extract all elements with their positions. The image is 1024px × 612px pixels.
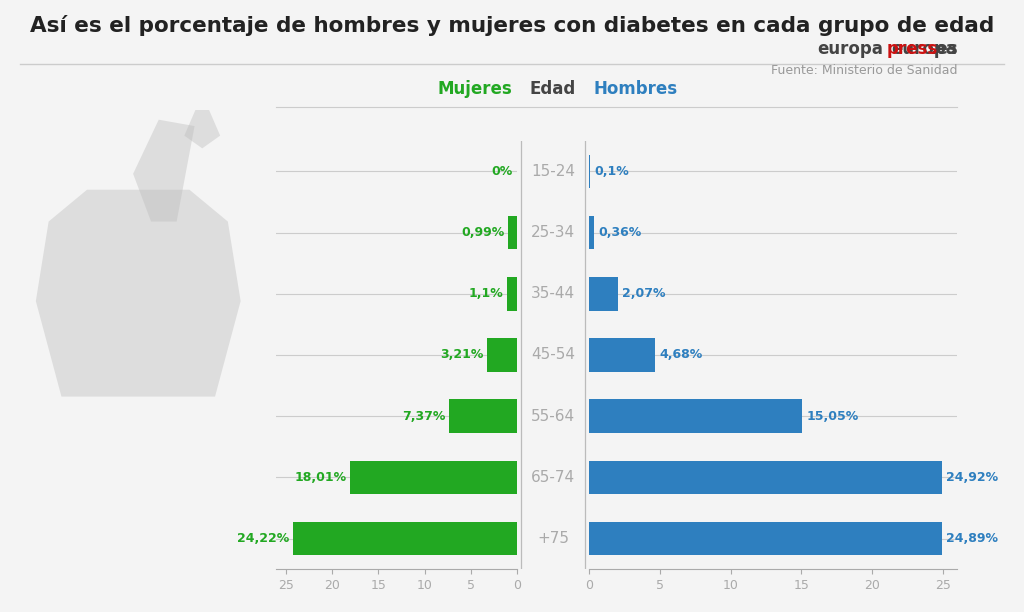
Bar — [508, 216, 517, 250]
Bar — [589, 400, 802, 433]
Text: Fuente: Ministerio de Sanidad: Fuente: Ministerio de Sanidad — [771, 64, 957, 77]
Text: 24,92%: 24,92% — [946, 471, 998, 484]
Bar — [589, 460, 942, 494]
Text: 45-54: 45-54 — [531, 348, 574, 362]
Bar — [507, 277, 517, 311]
Text: 7,37%: 7,37% — [401, 409, 445, 423]
Bar — [589, 155, 590, 188]
Text: 0,99%: 0,99% — [461, 226, 504, 239]
Text: 24,22%: 24,22% — [237, 532, 289, 545]
Text: Edad: Edad — [529, 80, 577, 98]
Polygon shape — [36, 190, 241, 397]
Text: 55-64: 55-64 — [530, 409, 575, 424]
Text: 0,36%: 0,36% — [598, 226, 641, 239]
Text: Hombres: Hombres — [594, 80, 678, 98]
Bar — [293, 521, 517, 556]
Text: 0%: 0% — [492, 165, 512, 178]
Bar — [449, 400, 517, 433]
Text: Así es el porcentaje de hombres y mujeres con diabetes en cada grupo de edad: Así es el porcentaje de hombres y mujere… — [30, 15, 994, 36]
Text: +75: +75 — [537, 531, 569, 546]
Text: europa: europa — [817, 40, 883, 58]
Text: 3,21%: 3,21% — [440, 348, 483, 362]
Text: press: press — [887, 40, 938, 58]
Text: 25-34: 25-34 — [530, 225, 575, 240]
Text: Mujeres: Mujeres — [437, 80, 512, 98]
Bar — [487, 338, 517, 372]
Bar — [589, 521, 942, 556]
Text: 24,89%: 24,89% — [946, 532, 998, 545]
Text: 1,1%: 1,1% — [469, 287, 503, 300]
Text: 2,07%: 2,07% — [623, 287, 666, 300]
Polygon shape — [184, 94, 220, 148]
Bar — [589, 277, 618, 311]
Text: 15,05%: 15,05% — [807, 409, 859, 423]
Text: 15-24: 15-24 — [531, 164, 574, 179]
Text: 4,68%: 4,68% — [659, 348, 702, 362]
Text: 18,01%: 18,01% — [295, 471, 347, 484]
Text: .es: .es — [930, 40, 957, 58]
Polygon shape — [133, 120, 195, 222]
Text: 65-74: 65-74 — [530, 470, 575, 485]
Bar — [350, 460, 517, 494]
Text: europa: europa — [892, 40, 957, 58]
Text: 0,1%: 0,1% — [595, 165, 629, 178]
Bar — [589, 338, 655, 372]
Bar — [589, 216, 594, 250]
Text: 35-44: 35-44 — [530, 286, 575, 301]
